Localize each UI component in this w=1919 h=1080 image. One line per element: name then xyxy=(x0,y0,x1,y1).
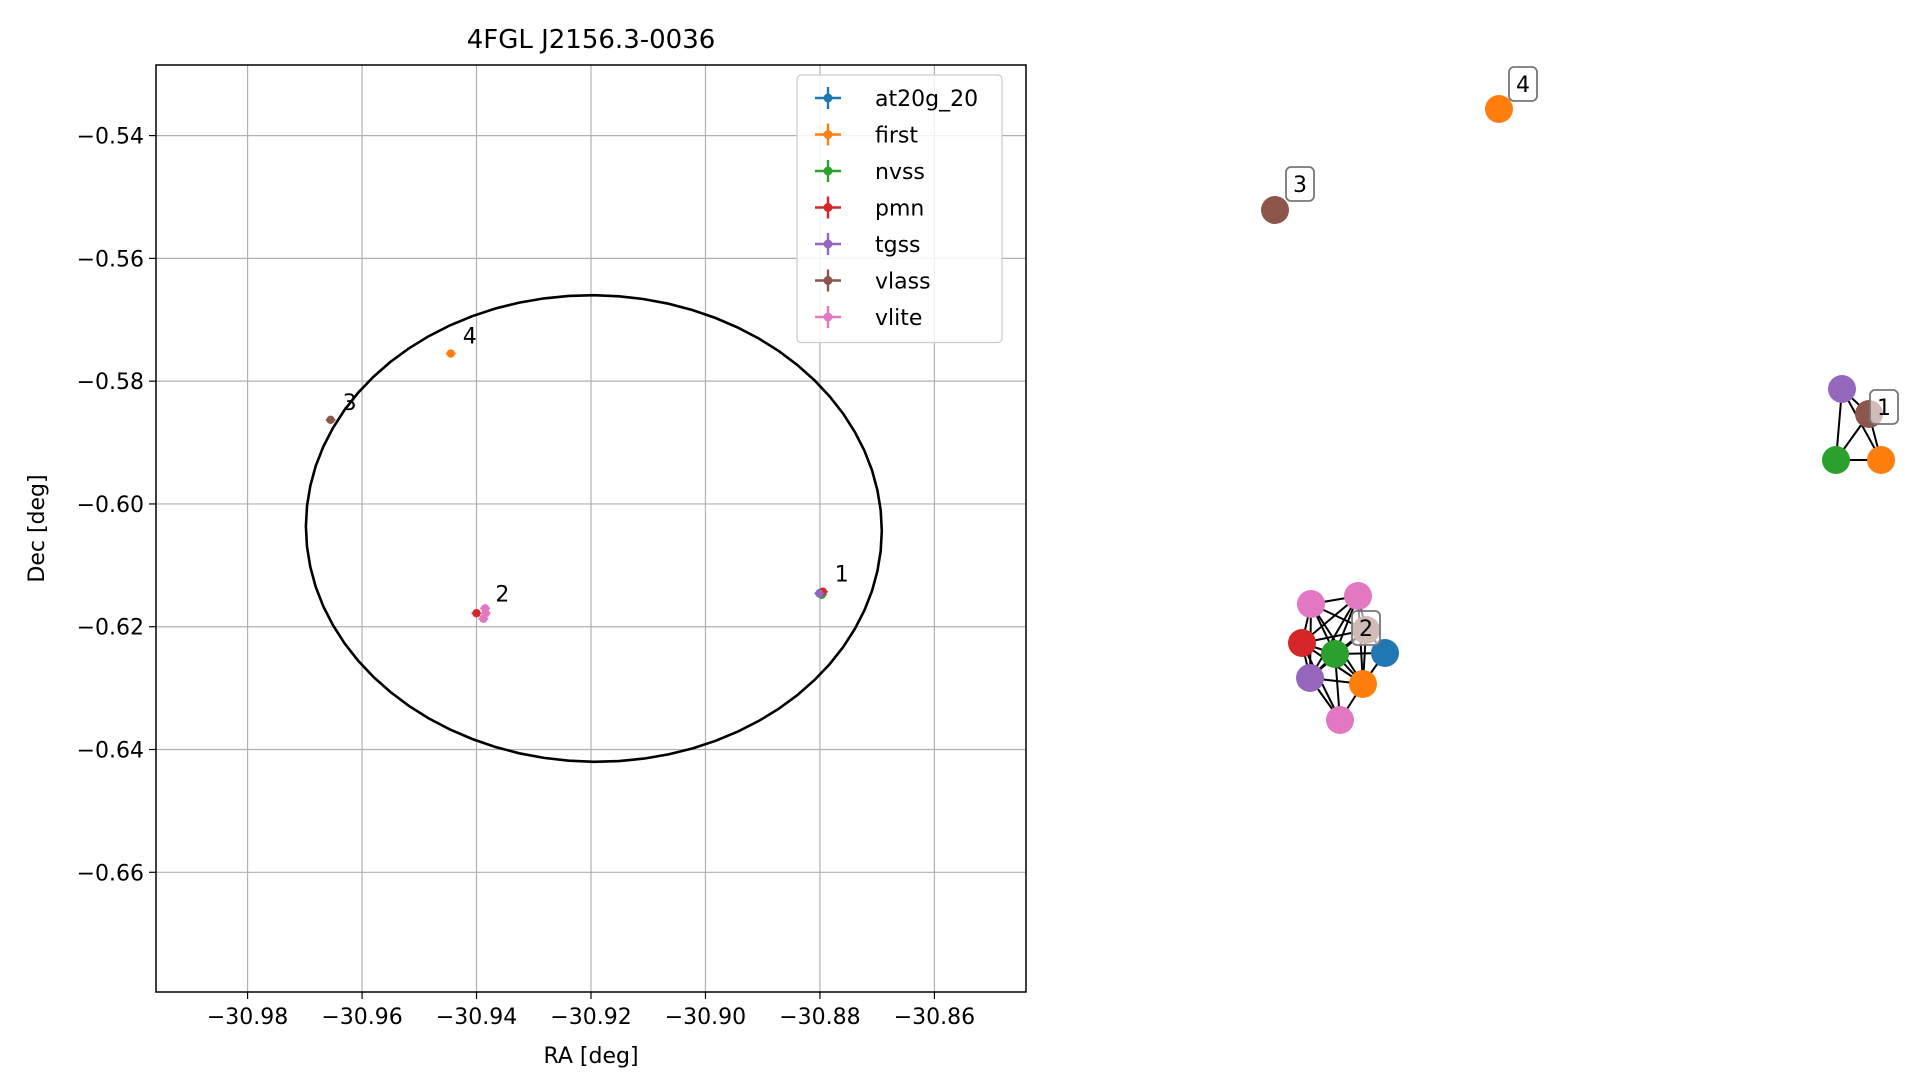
y-tick-label: −0.56 xyxy=(77,247,144,272)
annotation-label: 2 xyxy=(495,582,509,607)
x-axis-label: RA [deg] xyxy=(543,1044,638,1069)
x-tick-label: −30.86 xyxy=(894,1005,975,1030)
graph-node-tgss xyxy=(1828,375,1856,403)
legend-label: first xyxy=(875,124,918,149)
graph-node-vlite xyxy=(1326,706,1354,734)
legend-marker xyxy=(823,203,833,212)
x-tick-label: −30.94 xyxy=(436,1005,517,1030)
group-label-box xyxy=(1351,610,1381,646)
data-point-first xyxy=(446,349,455,358)
graph-node-first xyxy=(1867,446,1895,474)
node-group: 1 xyxy=(1822,375,1899,474)
x-tick-label: −30.88 xyxy=(779,1005,860,1030)
legend-label: pmn xyxy=(875,197,924,222)
group-label: 4 xyxy=(1516,73,1530,98)
legend-marker xyxy=(823,276,833,285)
y-tick-label: −0.64 xyxy=(77,739,144,764)
group-label-box xyxy=(1285,166,1315,202)
graph-node-nvss xyxy=(1822,446,1850,474)
y-axis-label: Dec [deg] xyxy=(25,474,50,582)
legend-label: tgss xyxy=(875,233,921,258)
y-tick-label: −0.54 xyxy=(77,125,144,150)
legend-label: nvss xyxy=(875,160,925,185)
annotation-label: 3 xyxy=(343,391,357,416)
node-group: 2 xyxy=(1288,582,1399,734)
legend-marker xyxy=(823,93,833,103)
group-label-box xyxy=(1508,66,1538,102)
legend-box xyxy=(796,74,1003,344)
graph-node-nvss xyxy=(1321,640,1349,668)
y-tick-label: −0.66 xyxy=(77,861,144,886)
annotation-label: 1 xyxy=(835,563,849,588)
graph-node-pmn xyxy=(1288,629,1316,657)
legend-label: at20g_20 xyxy=(875,87,978,112)
graph-node-tgss xyxy=(1296,664,1324,692)
graph-node-at20g_20 xyxy=(1371,639,1399,667)
legend-marker xyxy=(823,239,833,249)
legend-marker xyxy=(823,312,833,322)
uncertainty-ellipse xyxy=(304,293,884,764)
group-label: 1 xyxy=(1877,396,1891,421)
annotation-label: 4 xyxy=(463,325,477,350)
x-tick-label: −30.92 xyxy=(550,1005,631,1030)
graph-node-vlite xyxy=(1344,582,1372,610)
graph-node-first xyxy=(1349,670,1377,698)
x-tick-label: −30.98 xyxy=(207,1005,288,1030)
legend-label: vlass xyxy=(875,270,931,295)
data-point-vlite xyxy=(481,609,490,618)
scatter-plot: 1 2 3 4 −30.98 −30.96 −30.94 −30.92 −30.90 −30.8… xyxy=(25,25,1027,1069)
graph-node-vlite xyxy=(1297,590,1325,618)
x-ticks: −30.98 −30.96 −30.94 −30.92 −30.90 −30.88 −30.… xyxy=(207,992,975,1030)
y-tick-label: −0.60 xyxy=(77,493,144,518)
x-tick-label: −30.90 xyxy=(665,1005,746,1030)
ellipse-outline xyxy=(304,293,884,764)
annotations: 1 2 3 4 xyxy=(343,325,849,608)
y-ticks: −0.54 −0.56 −0.58 −0.60 −0.62 −0.64 −0.66 xyxy=(77,125,156,886)
data-point-pmn xyxy=(472,609,481,618)
group-label: 2 xyxy=(1359,617,1373,642)
graph-node-first xyxy=(1485,95,1513,123)
crossmatch-network: 1 2 3 4 xyxy=(1261,66,1899,734)
group-label: 3 xyxy=(1293,173,1307,198)
legend-marker xyxy=(823,166,833,176)
legend-label: vlite xyxy=(875,306,922,331)
data-point-vlass xyxy=(326,415,335,425)
legend-marker xyxy=(823,130,833,139)
graph-node-vlass xyxy=(1261,196,1289,224)
y-tick-label: −0.62 xyxy=(77,616,144,641)
group-label-box xyxy=(1869,389,1899,425)
data-points xyxy=(325,349,828,623)
x-tick-label: −30.96 xyxy=(321,1005,402,1030)
node-group: 3 xyxy=(1261,166,1315,224)
y-tick-label: −0.58 xyxy=(77,370,144,395)
chart-title: 4FGL J2156.3-0036 xyxy=(467,25,716,55)
data-point-tgss xyxy=(815,589,824,598)
node-group: 4 xyxy=(1485,66,1538,123)
